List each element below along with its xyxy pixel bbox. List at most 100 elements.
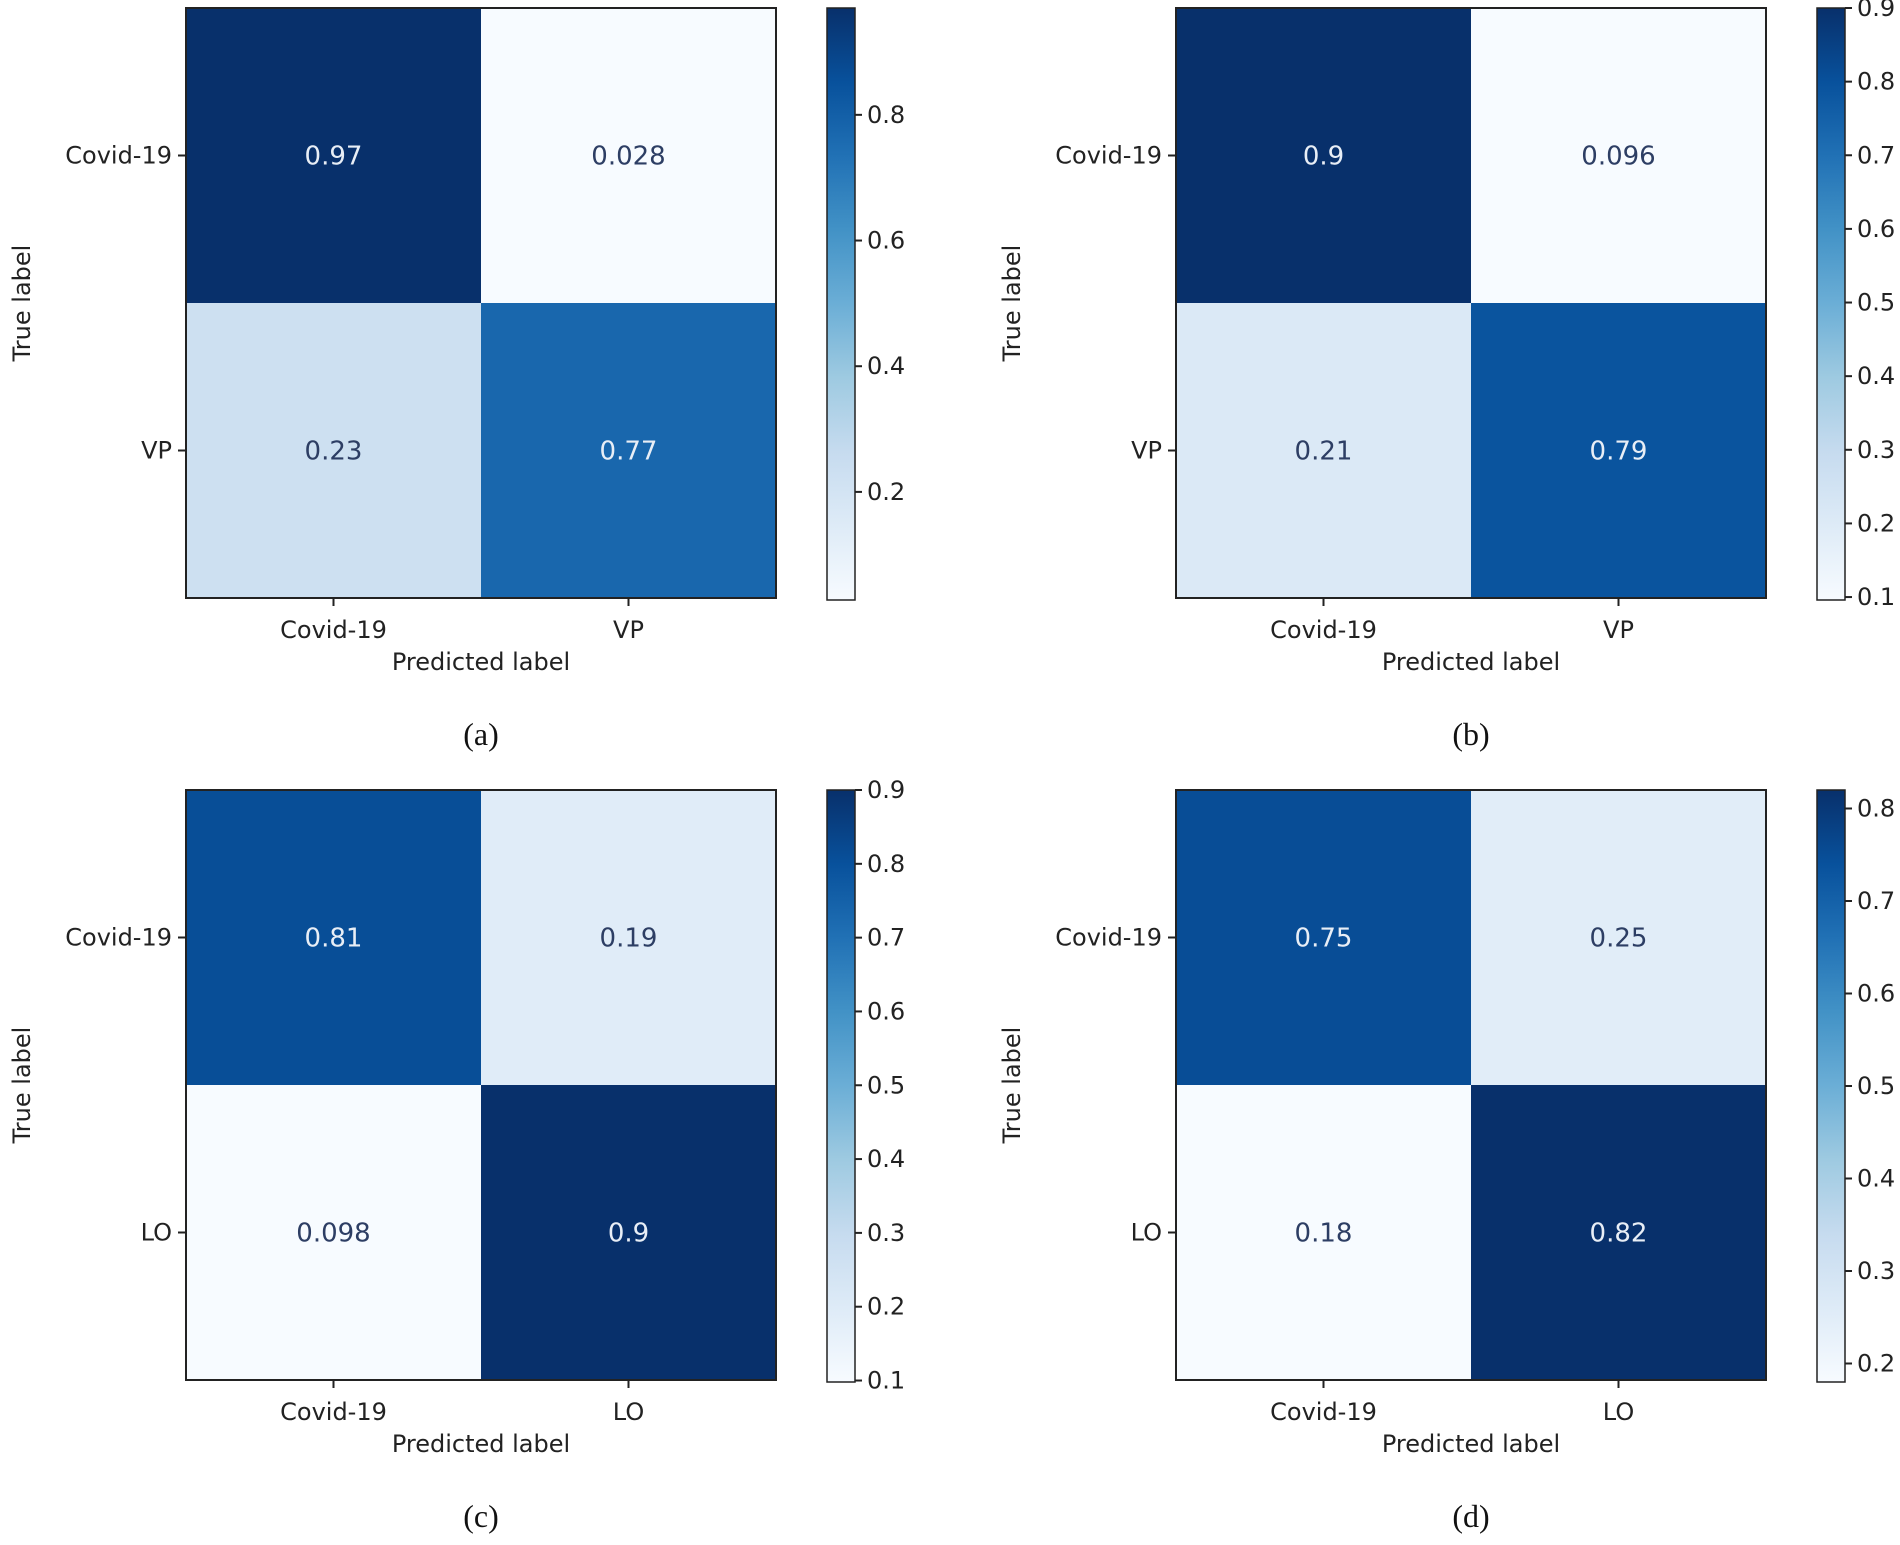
y-axis-label: True label [8, 245, 36, 363]
cell-value-label: 0.81 [305, 924, 363, 954]
matrix-cell-1-1 [481, 303, 776, 598]
y-axis-label: True label [8, 1027, 36, 1145]
colorbar-tick-label-0: 0.2 [1857, 1350, 1895, 1378]
panel-c: 0.81 0.19 0.098 0.9 Covid-19 LO Covid-19 LO Pred… [0, 776, 950, 1545]
colorbar-tick-label-1: 0.2 [1857, 509, 1895, 537]
colorbar-tick-label-6: 0.8 [1857, 795, 1895, 823]
y-tick-label-1: VP [1131, 437, 1162, 465]
x-tick-label-1: VP [1603, 616, 1634, 644]
x-axis-label: Predicted label [1382, 648, 1560, 676]
matrix-cell-1-0 [1176, 1085, 1471, 1380]
panel-a-chart: 0.97 0.028 0.23 0.77 Covid-19 VP Covid-19 VP Pre… [8, 7, 905, 752]
y-tick-label-0: Covid-19 [1055, 924, 1162, 952]
matrix-cell-0-1 [481, 790, 776, 1085]
colorbar [826, 789, 856, 1383]
cell-value-label: 0.75 [1295, 924, 1353, 954]
colorbar-tick-label-6: 0.7 [1857, 141, 1895, 169]
x-tick-label-0: Covid-19 [1270, 616, 1377, 644]
y-axis-label: True label [998, 245, 1026, 363]
x-tick-label-0: Covid-19 [280, 616, 387, 644]
colorbar-tick-label-7: 0.8 [1857, 68, 1895, 96]
x-axis-label: Predicted label [1382, 1430, 1560, 1458]
cell-value-label: 0.25 [1590, 924, 1648, 954]
panel-d-chart: 0.75 0.25 0.18 0.82 Covid-19 LO Covid-19 LO Pred… [998, 789, 1895, 1534]
cell-value-label: 0.096 [1581, 142, 1655, 172]
y-axis-label: True label [998, 1027, 1026, 1145]
colorbar-tick-label-3: 0.5 [1857, 1072, 1895, 1100]
colorbar [1816, 7, 1846, 601]
x-axis-label: Predicted label [392, 648, 570, 676]
matrix-frame [1175, 789, 1767, 1381]
matrix-cell-1-0 [186, 1085, 481, 1380]
matrix-cell-1-0 [186, 303, 481, 598]
matrix-cell-0-1 [481, 8, 776, 303]
colorbar-tick-label-0: 0.2 [867, 478, 905, 506]
colorbar-tick-label-1: 0.3 [1857, 1257, 1895, 1285]
colorbar-tick-label-0: 0.1 [867, 1367, 905, 1395]
matrix-cell-1-1 [1471, 303, 1766, 598]
colorbar-tick-label-3: 0.4 [867, 1145, 905, 1173]
colorbar [826, 7, 856, 601]
cell-value-label: 0.23 [305, 437, 363, 467]
matrix-frame [185, 7, 777, 599]
colorbar-tick-label-8: 0.9 [867, 776, 905, 804]
matrix-frame [1175, 7, 1767, 599]
y-tick-label-1: LO [1131, 1219, 1162, 1247]
colorbar-tick-label-4: 0.5 [867, 1071, 905, 1099]
matrix-cell-0-0 [186, 790, 481, 1085]
cell-value-label: 0.79 [1590, 437, 1648, 467]
panel-caption: (b) [1452, 716, 1489, 752]
y-tick-label-1: VP [141, 437, 172, 465]
x-axis-label: Predicted label [392, 1430, 570, 1458]
colorbar-tick-label-0: 0.1 [1857, 583, 1895, 611]
cell-value-label: 0.21 [1295, 437, 1353, 467]
x-tick-label-1: LO [613, 1398, 644, 1426]
colorbar-tick-label-3: 0.8 [867, 101, 905, 129]
colorbar-tick-label-4: 0.6 [1857, 980, 1895, 1008]
colorbar-tick-label-2: 0.6 [867, 227, 905, 255]
colorbar-tick-label-6: 0.7 [867, 924, 905, 952]
matrix-frame [185, 789, 777, 1381]
panel-d: 0.75 0.25 0.18 0.82 Covid-19 LO Covid-19 LO Pred… [990, 782, 1900, 1545]
x-tick-label-1: VP [613, 616, 644, 644]
colorbar-tick-label-8: 0.9 [1857, 0, 1895, 22]
panel-b-chart: 0.9 0.096 0.21 0.79 Covid-19 VP Covid-19 VP Pred… [998, 0, 1895, 752]
matrix-cell-0-1 [1471, 8, 1766, 303]
matrix-cell-0-0 [1176, 8, 1471, 303]
cell-value-label: 0.9 [608, 1219, 649, 1249]
colorbar-tick-label-3: 0.4 [1857, 362, 1895, 390]
colorbar-tick-label-5: 0.7 [1857, 887, 1895, 915]
panel-b: 0.9 0.096 0.21 0.79 Covid-19 VP Covid-19 VP Pred… [990, 0, 1900, 763]
colorbar-tick-label-1: 0.2 [867, 1293, 905, 1321]
colorbar-tick-label-4: 0.5 [1857, 289, 1895, 317]
matrix-cell-0-0 [186, 8, 481, 303]
x-tick-label-1: LO [1603, 1398, 1634, 1426]
panel-c-chart: 0.81 0.19 0.098 0.9 Covid-19 LO Covid-19 LO Pred… [8, 776, 905, 1534]
colorbar [1816, 789, 1846, 1383]
cell-value-label: 0.19 [600, 924, 658, 954]
colorbar-tick-label-2: 0.3 [1857, 436, 1895, 464]
y-tick-label-0: Covid-19 [1055, 142, 1162, 170]
panel-a: 0.97 0.028 0.23 0.77 Covid-19 VP Covid-19 VP Pre… [0, 0, 950, 763]
cell-value-label: 0.028 [591, 142, 665, 172]
y-tick-label-0: Covid-19 [65, 142, 172, 170]
cell-value-label: 0.098 [296, 1219, 370, 1249]
cell-value-label: 0.82 [1590, 1219, 1648, 1249]
cell-value-label: 0.97 [305, 142, 363, 172]
colorbar-tick-label-1: 0.4 [867, 352, 905, 380]
cell-value-label: 0.9 [1303, 142, 1344, 172]
matrix-cell-0-1 [1471, 790, 1766, 1085]
colorbar-tick-label-7: 0.8 [867, 850, 905, 878]
x-tick-label-0: Covid-19 [1270, 1398, 1377, 1426]
colorbar-tick-label-5: 0.6 [1857, 215, 1895, 243]
y-tick-label-1: LO [141, 1219, 172, 1247]
panel-caption: (c) [463, 1498, 499, 1534]
cell-value-label: 0.18 [1295, 1219, 1353, 1249]
matrix-cell-1-0 [1176, 303, 1471, 598]
x-tick-label-0: Covid-19 [280, 1398, 387, 1426]
matrix-cell-1-1 [1471, 1085, 1766, 1380]
y-tick-label-0: Covid-19 [65, 924, 172, 952]
panel-caption: (d) [1452, 1498, 1489, 1534]
matrix-cell-0-0 [1176, 790, 1471, 1085]
